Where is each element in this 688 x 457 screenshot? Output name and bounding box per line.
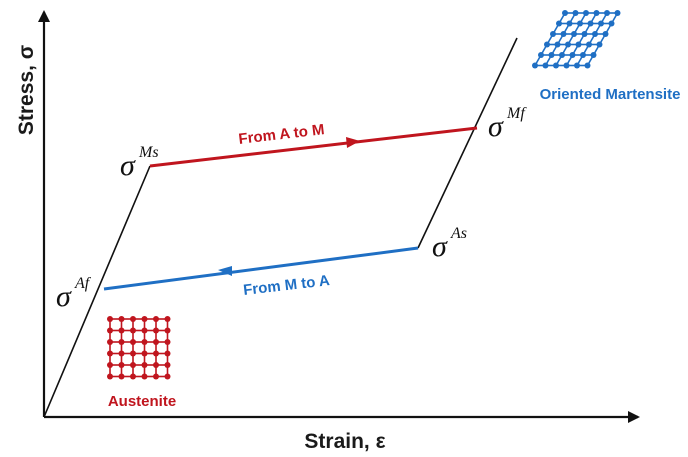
svg-text:σ: σ: [488, 110, 504, 143]
austenite-elastic-line: [43, 165, 151, 418]
reverse-arrow-icon: [218, 266, 232, 276]
reverse-transition-label: From M to A: [242, 272, 330, 299]
sheared-lattice-icon: [532, 10, 621, 69]
square-lattice-icon: [107, 316, 171, 380]
forward-transformation-line: [149, 126, 478, 168]
forward-transition-label: From A to M: [238, 121, 326, 148]
svg-text:σ: σ: [56, 280, 72, 313]
martensite-elastic-line: [417, 37, 518, 249]
x-axis-title: Strain, ε: [304, 430, 385, 453]
svg-text:σ: σ: [432, 230, 448, 263]
svg-text:Ms: Ms: [138, 144, 159, 161]
y-axis-title: Stress, σ: [15, 45, 38, 135]
svg-text:Mf: Mf: [506, 105, 527, 122]
sigma-af-label: σ Af: [56, 275, 92, 313]
sigma-as-label: σ As: [432, 225, 467, 263]
forward-arrow-icon: [346, 137, 360, 148]
sigma-mf-label: σ Mf: [488, 105, 527, 143]
sigma-ms-label: σ Ms: [120, 144, 159, 182]
svg-text:As: As: [450, 225, 467, 242]
reverse-transformation-line: [103, 246, 419, 291]
martensite-label: Oriented Martensite: [540, 86, 681, 103]
svg-text:Af: Af: [74, 275, 92, 292]
austenite-label: Austenite: [108, 393, 176, 410]
svg-text:σ: σ: [120, 149, 136, 182]
